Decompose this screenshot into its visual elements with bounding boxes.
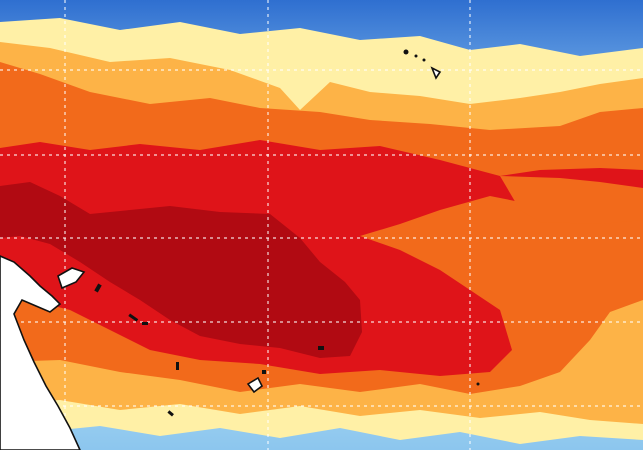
islands [94, 49, 480, 417]
island [476, 382, 480, 386]
island [430, 66, 442, 80]
island [142, 322, 148, 325]
zone-red [0, 140, 643, 376]
island [422, 58, 426, 62]
island [414, 54, 418, 58]
island [403, 49, 409, 55]
island [262, 370, 266, 374]
island [167, 410, 174, 417]
island [128, 313, 139, 322]
island [57, 267, 86, 290]
island [94, 283, 102, 293]
island [246, 376, 264, 394]
zone-orange-tongue [500, 176, 643, 224]
land-mass [0, 255, 81, 450]
zone-dark-red [0, 182, 362, 358]
island [318, 346, 324, 350]
island [176, 362, 179, 370]
